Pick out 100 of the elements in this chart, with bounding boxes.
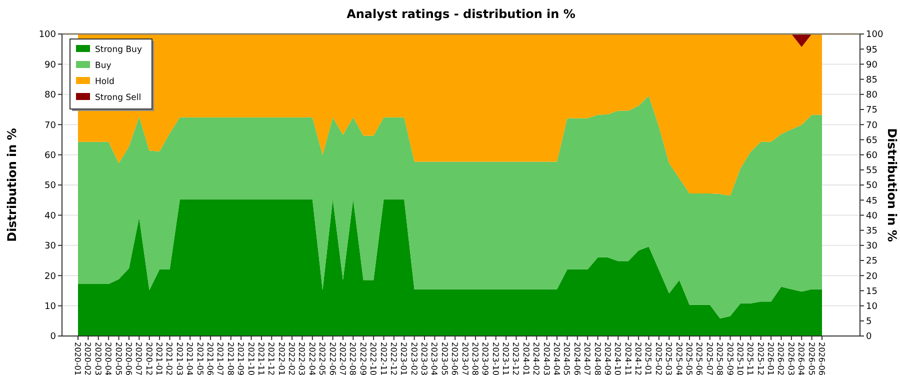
x-tick-label: 2025-05 — [684, 342, 694, 375]
x-tick-label: 2023-12 — [511, 342, 520, 375]
x-tick-label: 2020-04 — [104, 342, 113, 375]
x-tick-label: 2024-10 — [613, 342, 622, 375]
x-tick-label: 2021-08 — [226, 342, 235, 375]
x-tick-label: 2025-11 — [746, 342, 755, 375]
x-tick-label: 2022-04 — [307, 342, 316, 375]
x-tick-label: 2023-09 — [480, 342, 490, 375]
x-tick-label: 2024-06 — [572, 342, 582, 375]
y2-tick-label: 20 — [866, 272, 878, 282]
x-tick-label: 2026-03 — [786, 342, 796, 375]
x-tick-label: 2021-10 — [246, 342, 256, 375]
x-tick-label: 2021-09 — [236, 342, 246, 375]
x-tick-label: 2024-09 — [602, 342, 612, 375]
y2-tick-label: 60 — [866, 150, 878, 161]
x-tick-label: 2021-03 — [174, 342, 184, 375]
y2-tick-label: 45 — [866, 196, 878, 206]
x-tick-label: 2025-01 — [644, 342, 653, 375]
x-tick-label: 2025-03 — [664, 342, 674, 375]
y-tick-label: 100 — [38, 30, 56, 40]
x-tick-label: 2024-03 — [542, 342, 551, 375]
x-tick-label: 2026-02 — [776, 342, 786, 375]
x-tick-label: 2025-10 — [735, 342, 744, 375]
y2-tick-label: 90 — [866, 60, 878, 70]
x-tick-label: 2026-06 — [817, 342, 826, 375]
x-tick-label: 2022-12 — [388, 342, 398, 375]
y2-tick-label: 25 — [866, 256, 878, 267]
x-tick-label: 2021-06 — [205, 342, 214, 375]
x-tick-label: 2022-03 — [297, 342, 306, 375]
y2-tick-label: 40 — [866, 211, 878, 222]
x-tick-label: 2020-06 — [124, 342, 133, 375]
x-tick-label: 2020-01 — [73, 342, 82, 375]
x-tick-label: 2022-08 — [348, 342, 358, 375]
x-tick-label: 2020-12 — [144, 342, 154, 375]
x-tick-label: 2022-06 — [328, 342, 337, 375]
y2-tick-label: 30 — [866, 242, 878, 252]
x-tick-label: 2022-07 — [338, 342, 347, 375]
x-tick-label: 2025-09 — [725, 342, 734, 375]
y2-tick-label: 75 — [866, 106, 878, 116]
x-tick-label: 2021-02 — [164, 342, 174, 375]
x-tick-label: 2021-05 — [195, 342, 204, 375]
x-tick-label: 2023-06 — [450, 342, 460, 375]
x-tick-label: 2025-08 — [715, 342, 724, 375]
x-tick-label: 2022-05 — [318, 342, 327, 375]
x-tick-label: 2025-04 — [674, 342, 684, 375]
x-tick-label: 2024-11 — [623, 342, 632, 375]
x-tick-label: 2023-10 — [490, 342, 500, 375]
x-tick-label: 2025-02 — [654, 342, 663, 375]
x-tick-label: 2026-04 — [796, 342, 806, 375]
x-tick-label: 2026-05 — [806, 342, 816, 375]
x-tick-label: 2021-12 — [266, 342, 276, 375]
y2-tick-label: 65 — [866, 136, 878, 146]
y2-axis-title: Distribution in % — [885, 128, 899, 242]
y2-tick-label: 95 — [866, 45, 878, 56]
y-tick-label: 60 — [44, 150, 56, 161]
x-tick-label: 2021-11 — [256, 342, 266, 375]
x-tick-label: 2024-02 — [532, 342, 541, 375]
x-tick-label: 2020-03 — [93, 342, 102, 375]
x-tick-label: 2025-06 — [694, 342, 704, 375]
x-tick-label: 2020-02 — [83, 342, 92, 375]
y2-tick-label: 50 — [866, 181, 878, 192]
y2-tick-label: 100 — [866, 30, 884, 40]
x-tick-label: 2023-04 — [430, 342, 439, 375]
y-tick-label: 80 — [44, 90, 56, 101]
x-tick-label: 2022-02 — [287, 342, 296, 375]
y-tick-label: 70 — [44, 120, 56, 131]
x-tick-label: 2022-09 — [358, 342, 368, 375]
y2-tick-label: 0 — [866, 332, 872, 342]
x-tick-label: 2021-07 — [216, 342, 225, 375]
x-tick-label: 2025-07 — [704, 342, 714, 375]
x-tick-label: 2023-02 — [409, 342, 418, 375]
legend-label: Buy — [95, 60, 112, 71]
x-tick-label: 2023-01 — [399, 342, 408, 375]
y-tick-label: 20 — [44, 272, 56, 282]
y2-tick-label: 35 — [866, 226, 878, 236]
y-tick-label: 10 — [44, 302, 56, 312]
x-tick-label: 2023-05 — [440, 342, 449, 375]
series-label: Hold — [95, 76, 114, 87]
x-tick-label: 2022-01 — [276, 342, 286, 375]
y-tick-label: 50 — [44, 181, 56, 192]
y-tick-label: 90 — [44, 60, 56, 70]
x-tick-label: 2025-12 — [756, 342, 765, 375]
legend-label: Strong Buy — [95, 44, 142, 55]
y-tick-label: 40 — [44, 211, 56, 222]
x-tick-label: 2022-11 — [378, 342, 388, 375]
x-tick-label: 2024-01 — [521, 342, 530, 375]
y2-tick-label: 55 — [866, 166, 878, 176]
x-tick-label: 2022-10 — [368, 342, 378, 375]
y2-tick-label: 5 — [866, 317, 872, 328]
x-tick-label: 2020-05 — [114, 342, 123, 375]
y2-tick-label: 15 — [866, 286, 878, 297]
x-tick-label: 2024-05 — [562, 342, 572, 375]
chart-title: Analyst ratings - distribution in % — [346, 7, 576, 21]
y-axis-title: Distribution in % — [5, 128, 19, 242]
x-tick-label: 2024-04 — [552, 342, 562, 375]
y2-tick-label: 10 — [866, 302, 878, 312]
x-tick-label: 2023-03 — [420, 342, 429, 375]
y2-tick-label: 70 — [866, 120, 878, 131]
x-tick-label: 2023-07 — [460, 342, 470, 375]
x-tick-label: 2021-04 — [185, 342, 194, 375]
